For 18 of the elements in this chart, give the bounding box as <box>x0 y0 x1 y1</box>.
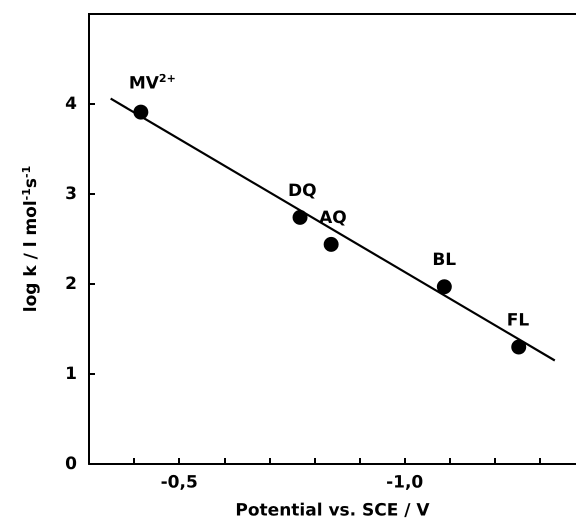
annotation: DQ <box>288 180 317 201</box>
x-tick-label: -0,5 <box>160 472 198 492</box>
point <box>324 236 339 252</box>
annotation: FL <box>506 310 530 330</box>
point <box>292 210 308 225</box>
y-tick-label: 0 <box>65 454 78 474</box>
point <box>511 340 526 354</box>
y-tick-label: 3 <box>65 184 77 204</box>
y-tick-label: 4 <box>65 94 78 114</box>
y-tick-label: 2 <box>65 274 77 294</box>
point <box>133 104 148 120</box>
x-tick-label: -1,0 <box>386 472 424 492</box>
annotation: AQ <box>319 208 347 228</box>
y-axis-title: log k / l mol-1s-1 <box>20 166 41 312</box>
y-tick-label: 1 <box>65 364 77 384</box>
x-axis-title: Potential vs. SCE / V <box>235 500 430 520</box>
annotation: BL <box>432 250 456 270</box>
point <box>436 279 452 294</box>
